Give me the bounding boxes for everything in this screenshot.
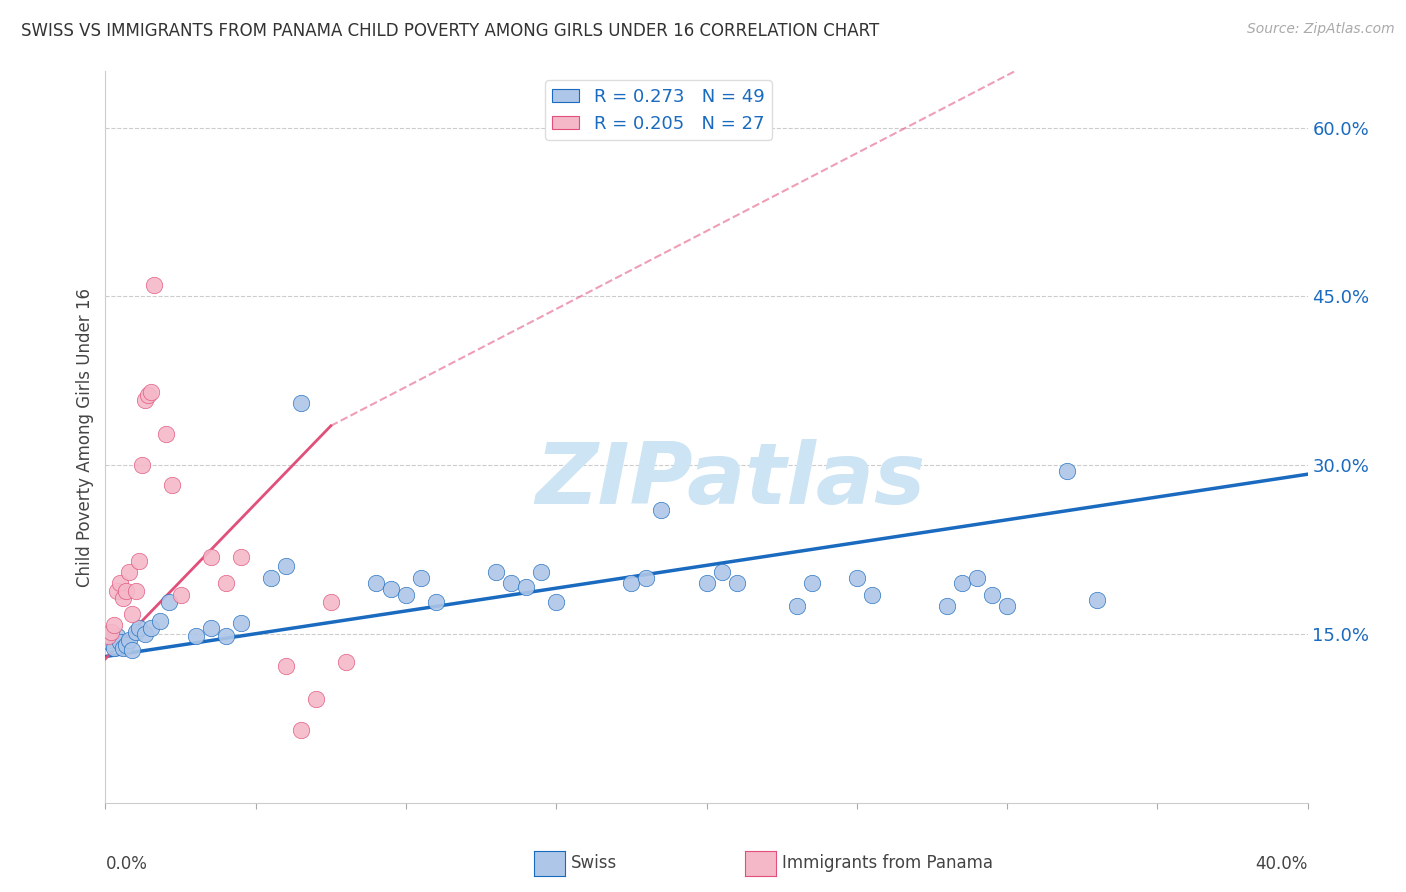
Point [936, 599, 959, 613]
Point [274, 658, 297, 673]
Point [995, 599, 1018, 613]
Point [97, 632, 120, 647]
Point [155, 426, 177, 441]
Point [305, 692, 328, 706]
Point [214, 629, 236, 643]
Point [214, 576, 236, 591]
Point [134, 627, 156, 641]
Point [134, 392, 156, 407]
Point [97, 629, 120, 643]
Point [485, 565, 508, 579]
Point [110, 635, 132, 649]
Point [103, 640, 125, 655]
Point [107, 629, 129, 643]
Point [142, 278, 165, 293]
Point [112, 640, 135, 655]
Point [118, 565, 141, 579]
Point [845, 571, 868, 585]
Point [786, 599, 808, 613]
Point [110, 576, 132, 591]
Point [136, 388, 159, 402]
Point [395, 588, 418, 602]
Point [530, 565, 553, 579]
Point [103, 618, 125, 632]
Text: SWISS VS IMMIGRANTS FROM PANAMA CHILD POVERTY AMONG GIRLS UNDER 16 CORRELATION C: SWISS VS IMMIGRANTS FROM PANAMA CHILD PO… [21, 22, 879, 40]
Point [710, 565, 733, 579]
Text: 0.0%: 0.0% [105, 855, 148, 873]
Point [148, 614, 170, 628]
Point [107, 584, 129, 599]
Point [696, 576, 718, 591]
Point [184, 629, 207, 643]
Point [229, 615, 252, 630]
Point [636, 571, 658, 585]
Point [1056, 464, 1078, 478]
Point [124, 624, 146, 639]
Text: Immigrants from Panama: Immigrants from Panama [782, 854, 993, 871]
Point [200, 621, 222, 635]
Point [139, 385, 162, 400]
Point [124, 584, 146, 599]
Point [501, 576, 523, 591]
Point [121, 642, 143, 657]
Point [620, 576, 643, 591]
Point [650, 503, 672, 517]
Text: ZIPatlas: ZIPatlas [536, 440, 925, 523]
Legend: R = 0.273   N = 49, R = 0.205   N = 27: R = 0.273 N = 49, R = 0.205 N = 27 [546, 80, 772, 140]
Point [380, 582, 402, 596]
Point [364, 576, 387, 591]
Point [121, 607, 143, 621]
Point [131, 458, 153, 473]
Point [290, 723, 312, 737]
Point [425, 595, 447, 609]
Point [160, 478, 183, 492]
Point [725, 576, 748, 591]
Point [128, 554, 150, 568]
Point [229, 550, 252, 565]
Point [128, 621, 150, 635]
Point [409, 571, 432, 585]
Point [950, 576, 973, 591]
Point [260, 571, 283, 585]
Point [290, 396, 312, 410]
Y-axis label: Child Poverty Among Girls Under 16: Child Poverty Among Girls Under 16 [76, 287, 94, 587]
Point [800, 576, 823, 591]
Point [1085, 593, 1108, 607]
Point [169, 588, 191, 602]
Point [860, 588, 883, 602]
Point [319, 595, 342, 609]
Point [515, 580, 537, 594]
Text: Swiss: Swiss [571, 854, 617, 871]
Point [115, 638, 138, 652]
Point [100, 636, 122, 650]
Point [274, 559, 297, 574]
Point [981, 588, 1004, 602]
Point [157, 595, 180, 609]
Point [200, 550, 222, 565]
Point [139, 621, 162, 635]
Point [115, 584, 138, 599]
Text: 40.0%: 40.0% [1256, 855, 1308, 873]
Point [546, 595, 568, 609]
Point [118, 632, 141, 647]
Point [112, 591, 135, 605]
Text: Source: ZipAtlas.com: Source: ZipAtlas.com [1247, 22, 1395, 37]
Point [335, 655, 357, 669]
Point [966, 571, 988, 585]
Point [100, 624, 122, 639]
